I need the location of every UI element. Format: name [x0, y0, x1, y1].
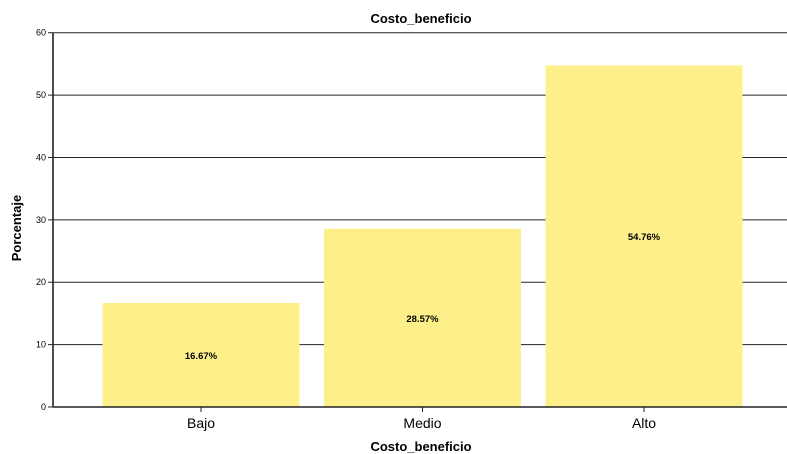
- y-tick-label-10: 10: [36, 340, 46, 350]
- bar-medio: [324, 228, 521, 407]
- y-tick-label-30: 30: [36, 215, 46, 225]
- x-tick-label-bajo: Bajo: [187, 415, 215, 431]
- x-tick-label-alto: Alto: [632, 415, 656, 431]
- y-tick-label-40: 40: [36, 152, 46, 162]
- bar-value-label-alto: 54.76%: [628, 232, 661, 243]
- x-tick-label-medio: Medio: [403, 415, 441, 431]
- y-tick-label-0: 0: [41, 402, 46, 412]
- bar-value-label-medio: 28.57%: [406, 314, 439, 325]
- y-axis-ticks: 0 10 20 30 40 50 60: [36, 28, 53, 412]
- bars: 16.67% 28.57% 54.76%: [102, 65, 743, 407]
- bar-alto: [545, 65, 743, 407]
- x-axis-label: Costo_beneficio: [370, 439, 471, 454]
- y-axis-label: Porcentaje: [9, 195, 24, 261]
- y-tick-label-50: 50: [36, 90, 46, 100]
- chart-title: Costo_beneficio: [370, 11, 471, 26]
- x-axis-ticks: Bajo Medio Alto: [187, 407, 656, 431]
- bar-value-label-bajo: 16.67%: [185, 351, 218, 362]
- y-tick-label-60: 60: [36, 28, 46, 38]
- y-tick-label-20: 20: [36, 277, 46, 287]
- bar-bajo: [102, 303, 300, 407]
